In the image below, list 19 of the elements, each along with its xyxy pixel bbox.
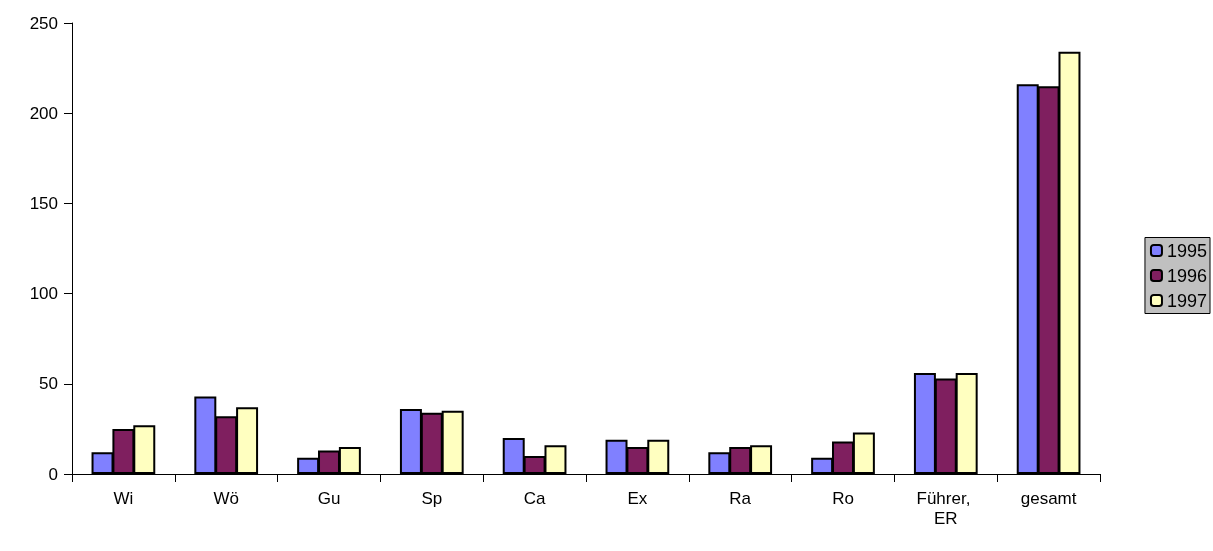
y-tick-label: 200 [29, 103, 58, 123]
y-tick-label: 50 [39, 374, 58, 394]
y-tick-label: 100 [29, 284, 58, 304]
x-tick-label: Wö [213, 488, 239, 508]
x-tick-label: Ra [729, 488, 752, 508]
y-tick-label: 0 [48, 464, 58, 484]
legend-label: 1996 [1166, 265, 1207, 286]
x-tick-label: Führer, ER [916, 488, 976, 528]
x-tick-label: Ex [627, 488, 648, 508]
x-tick-label: Sp [421, 488, 443, 508]
y-tick-label: 150 [29, 193, 58, 213]
x-tick-label: Wi [113, 488, 134, 508]
x-tick-label: Ro [832, 488, 854, 508]
x-tick-label: Gu [317, 488, 341, 508]
y-tick-label: 250 [29, 13, 58, 33]
legend-label: 1995 [1166, 240, 1207, 261]
x-tick-label: Ca [523, 488, 547, 508]
legend-label: 1997 [1166, 290, 1207, 311]
x-tick-label: gesamt [1020, 488, 1077, 508]
